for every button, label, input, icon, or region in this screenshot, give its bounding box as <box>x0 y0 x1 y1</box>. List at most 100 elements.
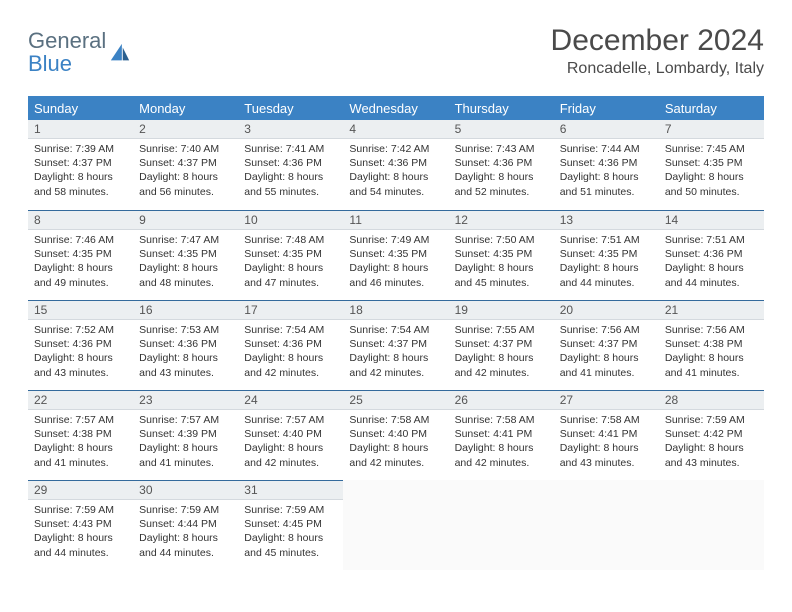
daylight-text: Daylight: 8 hours and 48 minutes. <box>139 261 232 289</box>
sunset-text: Sunset: 4:35 PM <box>244 247 337 261</box>
sunset-text: Sunset: 4:36 PM <box>139 337 232 351</box>
day-info: Sunrise: 7:58 AMSunset: 4:41 PMDaylight:… <box>449 410 554 476</box>
calendar-cell: 28Sunrise: 7:59 AMSunset: 4:42 PMDayligh… <box>659 390 764 480</box>
daylight-text: Daylight: 8 hours and 54 minutes. <box>349 170 442 198</box>
day-header: Sunday <box>28 97 133 121</box>
sunset-text: Sunset: 4:36 PM <box>34 337 127 351</box>
calendar-cell: 9Sunrise: 7:47 AMSunset: 4:35 PMDaylight… <box>133 210 238 300</box>
sunset-text: Sunset: 4:36 PM <box>244 156 337 170</box>
calendar-body: 1Sunrise: 7:39 AMSunset: 4:37 PMDaylight… <box>28 120 764 570</box>
calendar-cell: 11 Sunrise: 7:49 AMSunset: 4:35 PMDayligh… <box>343 210 448 300</box>
day-number: 22 <box>28 390 133 410</box>
day-info: Sunrise: 7:48 AMSunset: 4:35 PMDaylight:… <box>238 230 343 296</box>
sunrise-text: Sunrise: 7:48 AM <box>244 233 337 247</box>
sunrise-text: Sunrise: 7:42 AM <box>349 142 442 156</box>
sunrise-text: Sunrise: 7:49 AM <box>349 233 442 247</box>
day-info: Sunrise: 7:54 AMSunset: 4:37 PMDaylight:… <box>343 320 448 386</box>
day-info: Sunrise: 7:51 AMSunset: 4:36 PMDaylight:… <box>659 230 764 296</box>
day-info: Sunrise: 7:52 AMSunset: 4:36 PMDaylight:… <box>28 320 133 386</box>
sail-icon <box>109 42 131 64</box>
calendar-cell: 21Sunrise: 7:56 AMSunset: 4:38 PMDayligh… <box>659 300 764 390</box>
sunrise-text: Sunrise: 7:59 AM <box>244 503 337 517</box>
day-info: Sunrise: 7:45 AMSunset: 4:35 PMDaylight:… <box>659 139 764 205</box>
sunrise-text: Sunrise: 7:55 AM <box>455 323 548 337</box>
day-number: 29 <box>28 480 133 500</box>
day-info: Sunrise: 7:59 AMSunset: 4:44 PMDaylight:… <box>133 500 238 566</box>
daylight-text: Daylight: 8 hours and 41 minutes. <box>34 441 127 469</box>
sunset-text: Sunset: 4:36 PM <box>665 247 758 261</box>
sunset-text: Sunset: 4:38 PM <box>34 427 127 441</box>
calendar-cell: 27Sunrise: 7:58 AMSunset: 4:41 PMDayligh… <box>554 390 659 480</box>
day-number: 31 <box>238 480 343 500</box>
daylight-text: Daylight: 8 hours and 52 minutes. <box>455 170 548 198</box>
day-header: Saturday <box>659 97 764 121</box>
sunrise-text: Sunrise: 7:46 AM <box>34 233 127 247</box>
calendar-cell: 15Sunrise: 7:52 AMSunset: 4:36 PMDayligh… <box>28 300 133 390</box>
calendar-cell <box>449 480 554 570</box>
daylight-text: Daylight: 8 hours and 42 minutes. <box>455 441 548 469</box>
title-block: December 2024 Roncadelle, Lombardy, Ital… <box>551 24 764 78</box>
sunset-text: Sunset: 4:37 PM <box>139 156 232 170</box>
calendar-cell: 26Sunrise: 7:58 AMSunset: 4:41 PMDayligh… <box>449 390 554 480</box>
calendar-cell: 4Sunrise: 7:42 AMSunset: 4:36 PMDaylight… <box>343 120 448 210</box>
sunset-text: Sunset: 4:35 PM <box>665 156 758 170</box>
day-info: Sunrise: 7:55 AMSunset: 4:37 PMDaylight:… <box>449 320 554 386</box>
daylight-text: Daylight: 8 hours and 42 minutes. <box>349 351 442 379</box>
daylight-text: Daylight: 8 hours and 42 minutes. <box>455 351 548 379</box>
logo-line1: General <box>28 28 106 53</box>
sunrise-text: Sunrise: 7:58 AM <box>349 413 442 427</box>
sunset-text: Sunset: 4:35 PM <box>560 247 653 261</box>
calendar-cell <box>659 480 764 570</box>
daylight-text: Daylight: 8 hours and 50 minutes. <box>665 170 758 198</box>
location: Roncadelle, Lombardy, Italy <box>551 60 764 78</box>
sunset-text: Sunset: 4:41 PM <box>560 427 653 441</box>
day-info: Sunrise: 7:58 AMSunset: 4:41 PMDaylight:… <box>554 410 659 476</box>
calendar-cell: 24Sunrise: 7:57 AMSunset: 4:40 PMDayligh… <box>238 390 343 480</box>
day-number: 2 <box>133 120 238 139</box>
day-number: 28 <box>659 390 764 410</box>
day-header: Monday <box>133 97 238 121</box>
calendar-cell: 31Sunrise: 7:59 AMSunset: 4:45 PMDayligh… <box>238 480 343 570</box>
daylight-text: Daylight: 8 hours and 47 minutes. <box>244 261 337 289</box>
sunrise-text: Sunrise: 7:51 AM <box>560 233 653 247</box>
logo-text: General Blue <box>28 30 106 75</box>
calendar-cell: 16Sunrise: 7:53 AMSunset: 4:36 PMDayligh… <box>133 300 238 390</box>
daylight-text: Daylight: 8 hours and 41 minutes. <box>139 441 232 469</box>
sunrise-text: Sunrise: 7:58 AM <box>560 413 653 427</box>
calendar-cell: 1Sunrise: 7:39 AMSunset: 4:37 PMDaylight… <box>28 120 133 210</box>
daylight-text: Daylight: 8 hours and 46 minutes. <box>349 261 442 289</box>
daylight-text: Daylight: 8 hours and 58 minutes. <box>34 170 127 198</box>
sunset-text: Sunset: 4:36 PM <box>244 337 337 351</box>
day-number: 24 <box>238 390 343 410</box>
day-number: 8 <box>28 210 133 230</box>
sunset-text: Sunset: 4:37 PM <box>349 337 442 351</box>
sunrise-text: Sunrise: 7:39 AM <box>34 142 127 156</box>
day-info: Sunrise: 7:56 AMSunset: 4:38 PMDaylight:… <box>659 320 764 386</box>
day-number: 30 <box>133 480 238 500</box>
sunrise-text: Sunrise: 7:59 AM <box>139 503 232 517</box>
daylight-text: Daylight: 8 hours and 44 minutes. <box>560 261 653 289</box>
day-number: 27 <box>554 390 659 410</box>
day-info: Sunrise: 7:40 AMSunset: 4:37 PMDaylight:… <box>133 139 238 205</box>
day-number: 21 <box>659 300 764 320</box>
sunset-text: Sunset: 4:41 PM <box>455 427 548 441</box>
sunset-text: Sunset: 4:35 PM <box>455 247 548 261</box>
day-info: Sunrise: 7:59 AMSunset: 4:45 PMDaylight:… <box>238 500 343 566</box>
calendar-row: 8Sunrise: 7:46 AMSunset: 4:35 PMDaylight… <box>28 210 764 300</box>
day-info: Sunrise: 7:39 AMSunset: 4:37 PMDaylight:… <box>28 139 133 205</box>
sunset-text: Sunset: 4:36 PM <box>560 156 653 170</box>
day-number: 11 <box>343 210 448 230</box>
sunset-text: Sunset: 4:35 PM <box>349 247 442 261</box>
calendar-cell: 22Sunrise: 7:57 AMSunset: 4:38 PMDayligh… <box>28 390 133 480</box>
day-info: Sunrise: 7:42 AMSunset: 4:36 PMDaylight:… <box>343 139 448 205</box>
sunrise-text: Sunrise: 7:59 AM <box>34 503 127 517</box>
calendar-cell: 8Sunrise: 7:46 AMSunset: 4:35 PMDaylight… <box>28 210 133 300</box>
sunset-text: Sunset: 4:37 PM <box>34 156 127 170</box>
sunrise-text: Sunrise: 7:44 AM <box>560 142 653 156</box>
day-info: Sunrise: 7:57 AMSunset: 4:38 PMDaylight:… <box>28 410 133 476</box>
calendar-cell: 18Sunrise: 7:54 AMSunset: 4:37 PMDayligh… <box>343 300 448 390</box>
daylight-text: Daylight: 8 hours and 44 minutes. <box>139 531 232 559</box>
sunset-text: Sunset: 4:40 PM <box>244 427 337 441</box>
sunrise-text: Sunrise: 7:50 AM <box>455 233 548 247</box>
sunrise-text: Sunrise: 7:41 AM <box>244 142 337 156</box>
